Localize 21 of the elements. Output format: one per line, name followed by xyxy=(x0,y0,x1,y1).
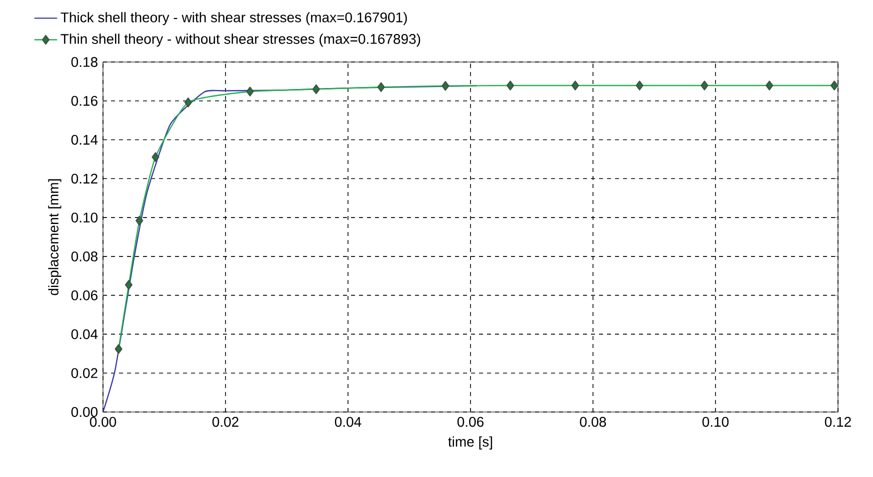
y-tick-label: 0.08 xyxy=(71,251,98,262)
x-tick-label: 0.08 xyxy=(580,416,606,427)
y-tick-label: 0.10 xyxy=(71,212,98,223)
y-tick-label: 0.06 xyxy=(71,290,98,300)
x-tick-label: 0.02 xyxy=(212,416,238,427)
legend-label: Thin shell theory - without shear stresses (max=0.167893) xyxy=(60,34,420,47)
y-tick-label: 0.02 xyxy=(71,368,98,378)
x-tick-label: 0.10 xyxy=(702,416,729,427)
x-tick-label: 0.00 xyxy=(90,416,116,427)
y-tick-label: 0.14 xyxy=(71,134,98,145)
y-axis-title: displacement [mm] xyxy=(48,179,62,296)
y-tick-label: 0.00 xyxy=(71,407,98,417)
x-tick-label: 0.06 xyxy=(457,416,484,427)
legend-label: Thick shell theory - with shear stresses (max=0.167901) xyxy=(60,12,407,26)
y-tick-label: 0.16 xyxy=(71,96,98,106)
x-tick-label: 0.12 xyxy=(824,416,851,427)
y-tick-label: 0.04 xyxy=(71,329,98,340)
y-tick-label: 0.18 xyxy=(71,57,98,67)
y-tick-label: 0.12 xyxy=(71,174,98,184)
x-axis-title: time [s] xyxy=(448,436,492,450)
x-tick-label: 0.04 xyxy=(334,416,362,427)
